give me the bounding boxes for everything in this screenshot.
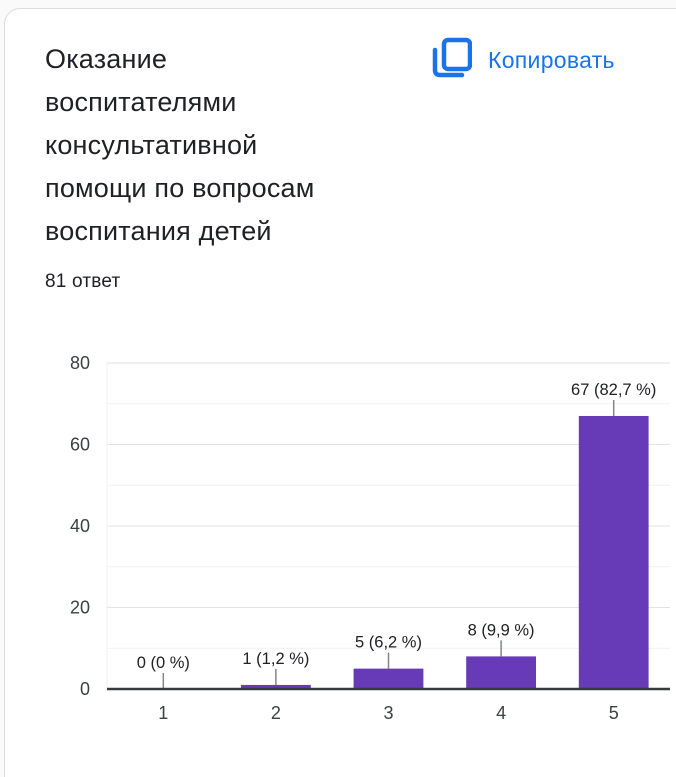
x-tick-label: 4 (496, 703, 506, 723)
question-title-line: воспитателями (45, 87, 237, 117)
question-title-line: воспитания детей (45, 216, 272, 246)
bar-chart-svg: 0 20 40 60 80 0 (0 %) 1 1 (1,2 %) 2 5 (6,2 %) 3 8 (… (70, 353, 670, 723)
bar-value-label: 67 (82,7 %) (571, 381, 656, 399)
copy-button[interactable]: Копировать (426, 35, 617, 85)
question-title-line: консультативной (45, 130, 258, 160)
bar-chart: 0 20 40 60 80 0 (0 %) 1 1 (1,2 %) 2 5 (6,2 %) 3 8 (… (0, 340, 676, 740)
copy-button-label: Копировать (488, 46, 615, 73)
x-tick-label: 1 (158, 703, 168, 723)
bar (578, 415, 649, 689)
y-tick-label: 20 (70, 598, 90, 618)
y-tick-label: 0 (80, 679, 90, 699)
question-title-line: Оказание (45, 44, 168, 74)
bar (466, 656, 537, 689)
bar-value-label: 1 (1,2 %) (242, 650, 309, 668)
bar (353, 668, 424, 689)
form-response-card: Оказание воспитателями консультативной помо… (4, 8, 676, 777)
x-tick-label: 2 (271, 703, 281, 723)
bar-value-label: 0 (0 %) (137, 654, 190, 672)
bar (240, 684, 311, 689)
copy-icon (428, 37, 472, 83)
response-count: 81 ответ (45, 271, 121, 292)
y-tick-label: 40 (70, 516, 90, 536)
question-title-line: помощи по вопросам (45, 173, 315, 203)
x-tick-label: 3 (383, 703, 393, 723)
y-tick-label: 60 (70, 435, 90, 455)
y-tick-label: 80 (70, 353, 90, 373)
question-title: Оказание воспитателями консультативной помо… (45, 38, 375, 253)
bar-value-label: 8 (9,9 %) (468, 621, 535, 639)
bar-value-label: 5 (6,2 %) (355, 634, 422, 652)
x-tick-label: 5 (609, 703, 619, 723)
